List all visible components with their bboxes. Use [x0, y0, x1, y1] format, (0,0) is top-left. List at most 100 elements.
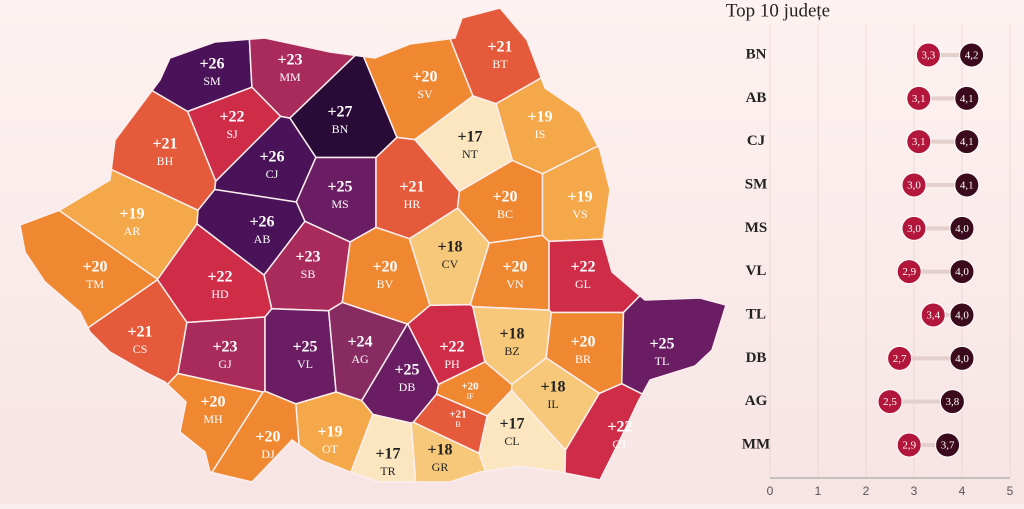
county-value: +24	[347, 334, 372, 351]
county-value: +27	[327, 104, 352, 121]
dot	[906, 129, 932, 155]
county-code: CL	[504, 434, 519, 448]
county	[166, 372, 265, 474]
county-value: +21	[127, 324, 152, 341]
county-code: GJ	[218, 357, 232, 371]
county-code: GL	[575, 277, 591, 291]
county-code: IS	[535, 127, 546, 141]
county-code: TR	[380, 464, 395, 478]
county-value: +20	[200, 394, 225, 411]
dot	[954, 85, 980, 111]
county-code: BZ	[504, 344, 519, 358]
county-code: IF	[466, 392, 474, 401]
county-value: +22	[439, 339, 464, 356]
dot-label: 3,8	[946, 396, 960, 408]
category-label: BN	[746, 46, 767, 62]
county-code: CT	[612, 437, 628, 451]
dot-label: 2,5	[883, 396, 897, 408]
dot-label: 3,1	[912, 93, 926, 105]
county-code: DJ	[261, 447, 275, 461]
chart-title: Top 10 județe	[726, 0, 830, 21]
county-code: BH	[157, 154, 174, 168]
county-value: +20	[255, 429, 280, 446]
dot	[901, 172, 927, 198]
county-value: +20	[372, 259, 397, 276]
dot	[954, 129, 980, 155]
county-code: NT	[462, 147, 479, 161]
county-code: SJ	[226, 127, 238, 141]
category-label: AB	[746, 90, 767, 106]
county	[210, 390, 301, 483]
x-tick-label: 2	[863, 484, 870, 498]
category-label: VL	[746, 263, 767, 279]
category-label: DB	[746, 350, 767, 366]
dot-label: 3,4	[926, 310, 940, 322]
dot	[896, 259, 922, 285]
county-code: MH	[203, 412, 223, 426]
county-value: +25	[649, 336, 674, 353]
county-value: +26	[199, 56, 224, 73]
category-label: AG	[745, 393, 768, 409]
county-code: DB	[399, 380, 416, 394]
x-tick-label: 4	[959, 484, 966, 498]
dot-label: 4,1	[960, 136, 974, 148]
county-value: +17	[375, 446, 400, 463]
county-code: AR	[124, 224, 141, 238]
dot	[949, 215, 975, 241]
county-value: +18	[427, 442, 452, 459]
county-value: +20	[492, 189, 517, 206]
dot	[939, 389, 965, 415]
dot	[915, 42, 941, 68]
county-value: +26	[249, 214, 274, 231]
county-value: +22	[219, 109, 244, 126]
county-value: +20	[412, 69, 437, 86]
county-value: +21	[152, 136, 177, 153]
dot-label: 3,0	[907, 223, 921, 235]
map: +26SM+23MM+21BT+20SV+27BN+22SJ+21BH+19IS…	[19, 7, 727, 483]
county	[620, 294, 727, 396]
dot	[935, 432, 961, 458]
county-value: +17	[457, 129, 482, 146]
county-code: SB	[301, 267, 316, 281]
county-value: +25	[327, 179, 352, 196]
county-code: CV	[442, 257, 459, 271]
county-code: BV	[377, 277, 394, 291]
county-value: +21	[449, 409, 466, 421]
county-value: +17	[499, 416, 524, 433]
county-value: +20	[570, 334, 595, 351]
dot-label: 4,0	[955, 310, 969, 322]
county-value: +23	[295, 249, 320, 266]
county-code: PH	[444, 357, 460, 371]
county-code: MS	[331, 197, 348, 211]
county-value: +26	[259, 149, 284, 166]
county-value: +22	[570, 259, 595, 276]
county-value: +21	[487, 39, 512, 56]
county-code: BR	[575, 352, 591, 366]
dot	[954, 172, 980, 198]
dot	[887, 345, 913, 371]
county-value: +18	[437, 239, 462, 256]
county-code: HR	[404, 197, 421, 211]
dot-label: 4,0	[955, 266, 969, 278]
county-value: +20	[502, 259, 527, 276]
county-value: +25	[394, 362, 419, 379]
county-code: OT	[322, 442, 339, 456]
county	[478, 389, 567, 474]
county	[295, 391, 374, 474]
county-code: SM	[203, 74, 221, 88]
dot-label: 3,3	[922, 50, 936, 62]
county-code: VN	[506, 277, 524, 291]
county-code: BC	[497, 207, 513, 221]
county-code: BN	[332, 122, 349, 136]
dot	[896, 432, 922, 458]
county-code: AB	[254, 232, 271, 246]
category-label: SM	[745, 176, 768, 192]
county-code: CS	[133, 342, 148, 356]
dot-label: 4,2	[965, 50, 979, 62]
county-code: MM	[279, 70, 301, 84]
dot	[901, 215, 927, 241]
county-value: +25	[292, 339, 317, 356]
county-value: +19	[527, 109, 552, 126]
x-tick-label: 1	[815, 484, 822, 498]
